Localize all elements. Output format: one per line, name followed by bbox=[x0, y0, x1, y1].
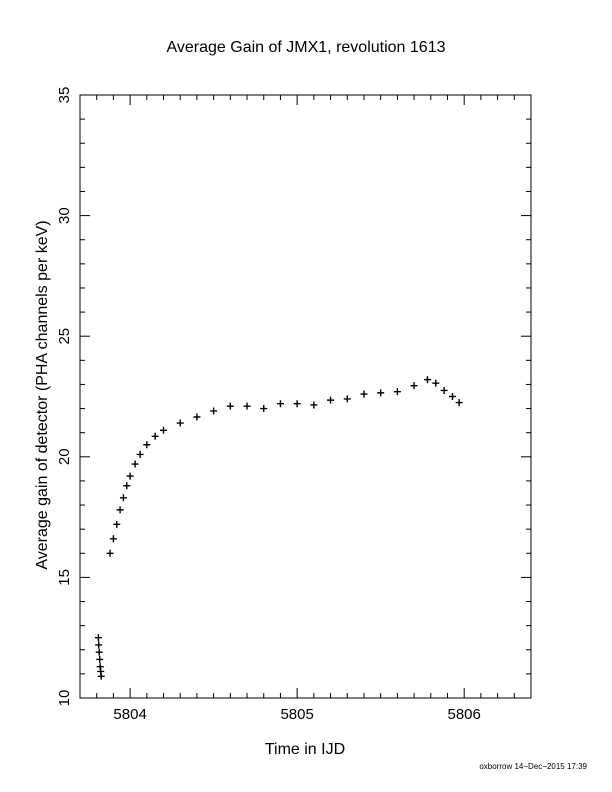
data-point bbox=[276, 400, 284, 408]
data-point bbox=[226, 402, 234, 410]
data-point bbox=[113, 520, 121, 528]
data-point bbox=[160, 426, 168, 434]
data-point bbox=[360, 390, 368, 398]
data-point bbox=[136, 450, 144, 458]
y-axis-label: Average gain of detector (PHA channels p… bbox=[34, 220, 51, 569]
plot-frame bbox=[79, 94, 532, 699]
y-tick-label: 35 bbox=[56, 87, 73, 104]
data-point bbox=[151, 432, 159, 440]
x-axis-label: Time in IJD bbox=[265, 741, 345, 758]
data-point bbox=[310, 401, 318, 409]
data-point bbox=[131, 460, 139, 468]
y-tick-labels: 10 15 20 25 30 35 bbox=[56, 87, 73, 707]
data-point bbox=[343, 395, 351, 403]
data-point bbox=[455, 399, 463, 407]
data-point bbox=[106, 549, 114, 557]
data-point bbox=[119, 494, 127, 502]
data-point bbox=[410, 382, 418, 390]
data-point bbox=[123, 482, 131, 490]
x-tick-labels: 5804 5805 5806 bbox=[113, 706, 480, 723]
data-point bbox=[143, 441, 151, 449]
data-point bbox=[448, 393, 456, 400]
data-point bbox=[95, 641, 103, 649]
data-point bbox=[393, 388, 401, 396]
x-tick-label: 5806 bbox=[447, 706, 480, 723]
y-tick-label: 25 bbox=[56, 328, 73, 345]
data-point bbox=[97, 672, 105, 680]
chart-title: Average Gain of JMX1, revolution 1613 bbox=[167, 39, 446, 56]
y-tick-label: 30 bbox=[56, 207, 73, 224]
data-point bbox=[176, 419, 184, 427]
y-tick-label: 20 bbox=[56, 448, 73, 465]
data-point bbox=[432, 379, 440, 387]
footer-credit: oxborrow 14−Dec−2015 17:39 bbox=[479, 762, 587, 771]
x-tick-label: 5804 bbox=[113, 706, 146, 723]
data-point bbox=[94, 634, 102, 642]
data-point bbox=[293, 400, 301, 408]
axis-ticks bbox=[79, 94, 532, 699]
data-point bbox=[109, 535, 117, 543]
data-point bbox=[243, 402, 251, 410]
x-tick-label: 5805 bbox=[280, 706, 313, 723]
data-point bbox=[423, 376, 431, 384]
y-tick-label: 15 bbox=[56, 569, 73, 586]
data-point bbox=[377, 389, 385, 397]
data-point bbox=[96, 655, 104, 663]
data-point bbox=[193, 413, 201, 421]
data-point bbox=[116, 506, 124, 514]
data-point bbox=[210, 407, 218, 415]
data-point bbox=[126, 472, 134, 480]
data-point bbox=[95, 648, 103, 656]
data-point bbox=[440, 386, 448, 394]
data-points bbox=[94, 376, 463, 680]
data-point bbox=[327, 396, 335, 404]
y-tick-label: 10 bbox=[56, 690, 73, 707]
data-point bbox=[260, 405, 268, 413]
